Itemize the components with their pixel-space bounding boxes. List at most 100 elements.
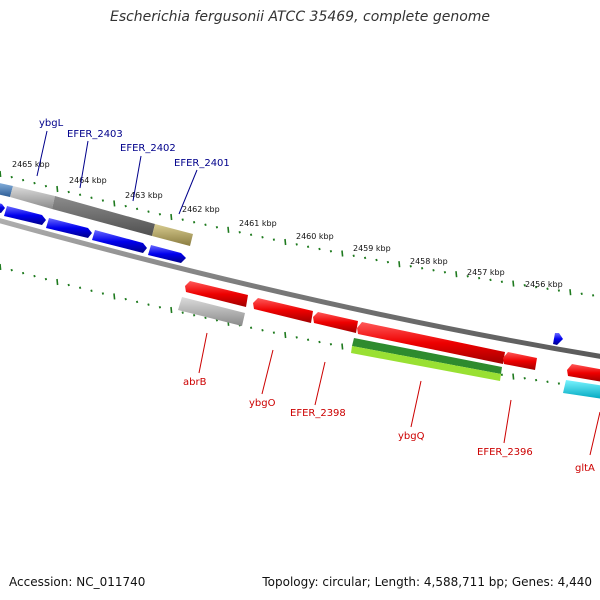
ruler-minor-tick	[557, 289, 561, 292]
ruler-major-tick	[569, 289, 572, 296]
ruler-minor-tick	[500, 280, 504, 284]
gene-label-ybgO[interactable]: ybgO	[249, 398, 276, 409]
gene-arrow[interactable]	[4, 206, 46, 225]
ruler-minor-tick	[523, 284, 526, 287]
gene-feature[interactable]	[52, 196, 155, 236]
ruler-minor-tick	[329, 342, 333, 346]
ruler-minor-tick	[192, 220, 196, 224]
leader-line	[198, 332, 208, 374]
ruler-major-tick	[341, 250, 344, 257]
ruler-minor-tick	[215, 226, 219, 229]
ruler-minor-tick	[500, 373, 504, 377]
ruler-minor-tick	[546, 287, 549, 291]
ruler-major-tick	[284, 238, 287, 246]
gene-arrow[interactable]	[553, 333, 563, 345]
gene-label-EFER_2402[interactable]: EFER_2402	[120, 143, 176, 154]
ruler-major-tick	[0, 263, 2, 271]
ruler-minor-tick	[204, 316, 207, 320]
ruler-minor-tick	[272, 331, 276, 334]
bottom-gene-labels: abrB ybgO EFER_2398 ybgQ EFER_2396 gltA	[183, 332, 600, 474]
gene-arrow[interactable]	[148, 245, 186, 263]
ruler-minor-tick	[295, 243, 298, 246]
ruler-minor-tick	[523, 377, 526, 380]
accession-text: Accession: NC_011740	[9, 575, 146, 589]
gene-label-ybgQ[interactable]: ybgQ	[398, 431, 425, 442]
ruler-minor-tick	[432, 269, 435, 272]
ruler-major-tick	[341, 343, 344, 350]
ruler-minor-tick	[249, 233, 253, 237]
ruler-minor-tick	[580, 292, 583, 296]
ruler-minor-tick	[67, 283, 70, 287]
gene-feature[interactable]	[563, 380, 600, 399]
gene-arrow[interactable]	[185, 281, 248, 307]
ruler-minor-tick	[352, 254, 355, 257]
ruler-label: 2457 kbp	[467, 268, 505, 277]
outer-ruler	[0, 170, 595, 297]
ruler-minor-tick	[147, 303, 150, 306]
ruler-label: 2461 kbp	[239, 219, 277, 228]
leader-line	[589, 411, 600, 456]
gene-label-ybgL[interactable]: ybgL	[39, 118, 64, 129]
ruler-minor-tick	[90, 196, 93, 199]
ruler-minor-tick	[44, 184, 48, 188]
gene-arrow[interactable]	[92, 230, 147, 253]
gene-arrow[interactable]	[503, 352, 537, 370]
gene-label-abrB[interactable]: abrB	[183, 377, 207, 388]
ruler-minor-tick	[306, 338, 310, 341]
leader-line	[410, 380, 422, 428]
gene-feature[interactable]	[178, 297, 245, 326]
ruler-minor-tick	[534, 285, 538, 289]
gene-feature[interactable]	[351, 346, 501, 381]
ruler-minor-tick	[489, 278, 492, 282]
gene-label-EFER_2403[interactable]: EFER_2403	[67, 129, 123, 140]
gene-feature[interactable]	[10, 186, 55, 209]
ruler-labels: 2465 kbp 2464 kbp 2463 kbp 2462 kbp 2461…	[12, 160, 563, 289]
ruler-minor-tick	[124, 297, 127, 301]
leader-line	[79, 140, 89, 189]
ruler-minor-tick	[272, 238, 276, 241]
ruler-label: 2459 kbp	[353, 244, 391, 253]
ruler-minor-tick	[158, 306, 162, 309]
ruler-minor-tick	[238, 231, 241, 234]
ruler-label: 2465 kbp	[12, 160, 50, 169]
gene-arrow[interactable]	[253, 298, 313, 323]
ruler-major-tick	[0, 170, 2, 178]
ruler-minor-tick	[329, 249, 333, 253]
gene-label-EFER_2396[interactable]: EFER_2396	[477, 447, 533, 458]
gene-feature[interactable]	[352, 338, 502, 374]
ruler-minor-tick	[534, 378, 538, 382]
ruler-minor-tick	[443, 271, 447, 274]
gene-arrow[interactable]	[46, 218, 92, 238]
gene-label-EFER_2401[interactable]: EFER_2401	[174, 158, 230, 169]
gene-arrow[interactable]	[357, 322, 505, 364]
ruler-major-tick	[284, 331, 287, 339]
gene-feature[interactable]	[0, 182, 13, 197]
gene-arrow[interactable]	[313, 312, 358, 333]
ruler-minor-tick	[147, 210, 150, 213]
ruler-minor-tick	[158, 213, 162, 216]
gene-arrow[interactable]	[0, 202, 5, 213]
ruler-major-tick	[398, 261, 401, 268]
leader-line	[36, 130, 48, 177]
ruler-minor-tick	[78, 286, 82, 290]
ruler-minor-tick	[124, 204, 127, 208]
gene-label-EFER_2398[interactable]: EFER_2398	[290, 408, 346, 419]
ruler-minor-tick	[420, 267, 424, 270]
ruler-label: 2458 kbp	[410, 257, 448, 266]
ruler-minor-tick	[21, 271, 25, 275]
ruler-minor-tick	[101, 292, 105, 295]
ruler-label: 2456 kbp	[525, 280, 563, 289]
ruler-minor-tick	[295, 336, 298, 339]
ruler-minor-tick	[546, 380, 549, 384]
ruler-minor-tick	[261, 328, 264, 332]
ruler-minor-tick	[591, 294, 595, 297]
gene-feature[interactable]	[152, 224, 193, 246]
gene-arrow[interactable]	[567, 364, 600, 382]
ruler-minor-tick	[204, 223, 207, 227]
ruler-label: 2463 kbp	[125, 191, 163, 200]
gene-label-gltA[interactable]: gltA	[575, 463, 595, 474]
ruler-minor-tick	[249, 326, 253, 330]
ruler-minor-tick	[375, 258, 378, 262]
forward-genes	[0, 182, 563, 345]
